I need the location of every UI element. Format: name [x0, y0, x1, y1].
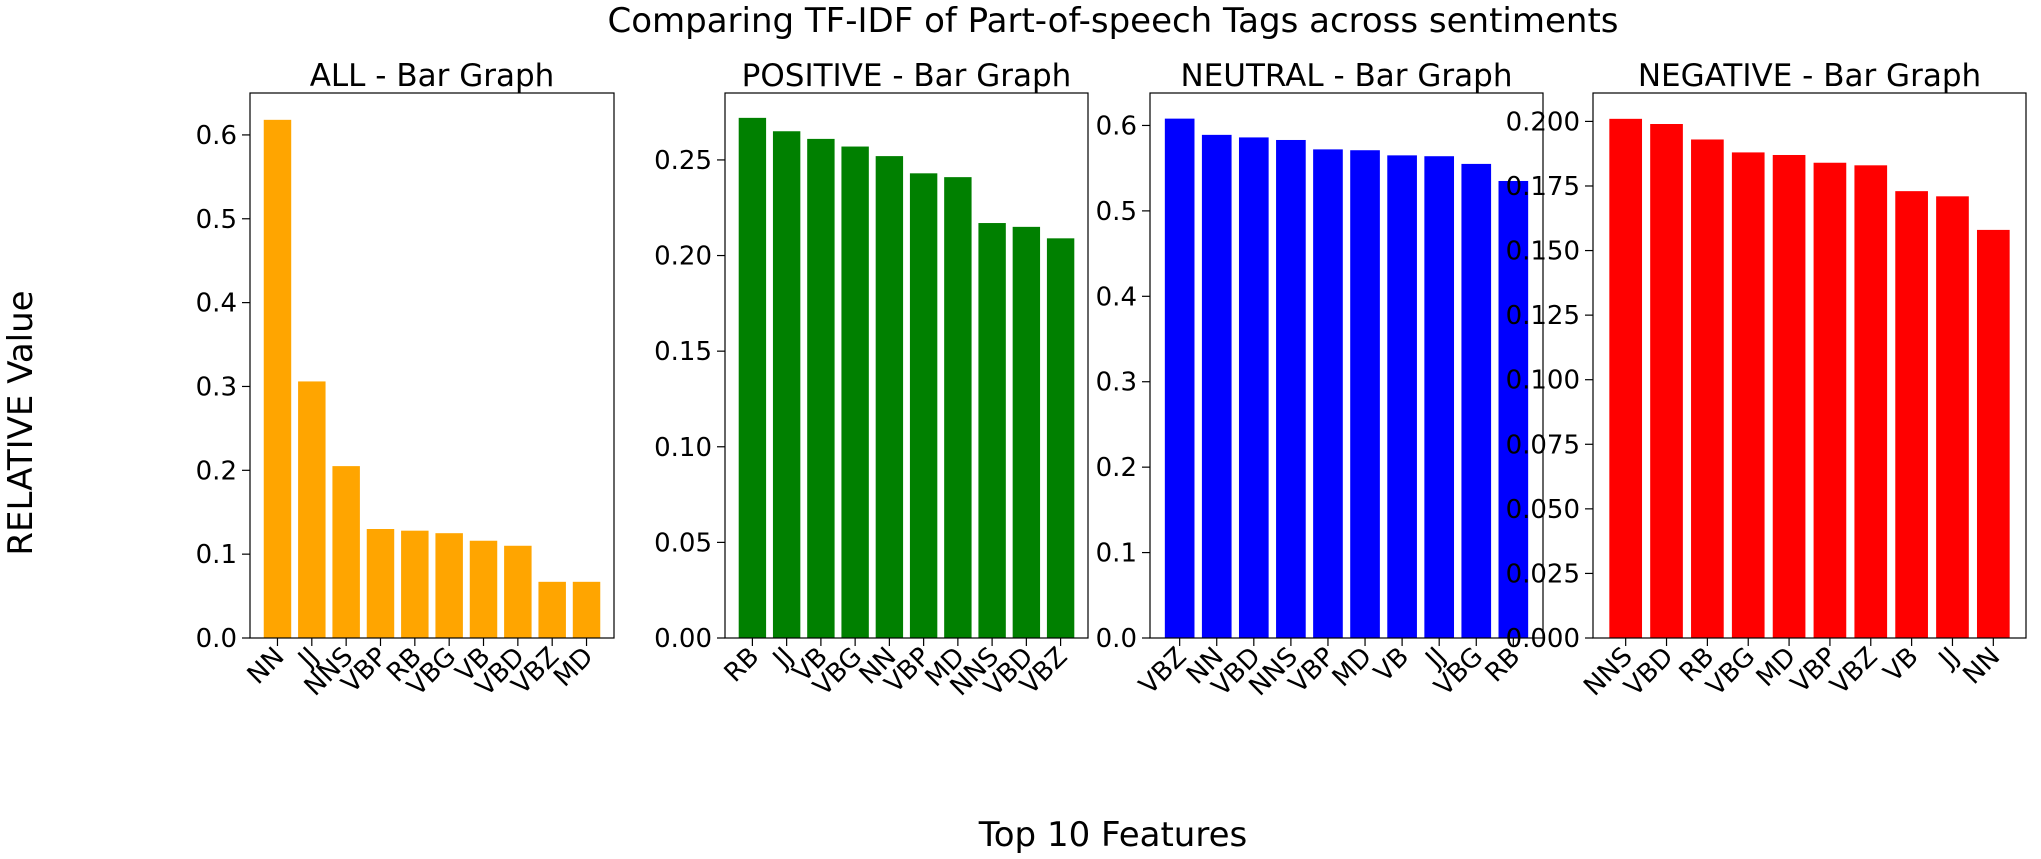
- y-tick-label: 0.00: [654, 624, 712, 654]
- bar-vb: [1895, 191, 1928, 638]
- bar-nns: [332, 466, 360, 638]
- y-tick-label: 0.3: [1096, 368, 1137, 398]
- bar-vbz: [1164, 118, 1195, 638]
- y-tick-label: 0.6: [1096, 111, 1137, 141]
- y-tick-label: 0.075: [1506, 430, 1580, 460]
- bar-jj: [772, 131, 801, 638]
- bar-nn: [263, 119, 292, 638]
- bar-rb: [1498, 180, 1529, 639]
- y-tick-label: 0.025: [1506, 559, 1580, 589]
- plot-frame: [249, 92, 615, 639]
- bar-nns: [1276, 139, 1306, 639]
- bar-jj: [1424, 156, 1455, 638]
- y-tick-label: 0.000: [1506, 624, 1580, 654]
- y-tick-label: 0.100: [1506, 366, 1580, 396]
- y-tick-label: 0.20: [654, 242, 712, 272]
- y-tick-label: 0.2: [1096, 453, 1137, 483]
- y-tick-label: 0.15: [654, 337, 712, 367]
- bar-vbp: [1313, 149, 1343, 638]
- bar-vbd: [1650, 124, 1683, 638]
- y-tick-label: 0.200: [1506, 107, 1580, 137]
- x-tick-label: RB: [719, 642, 766, 689]
- chart-panel-4: 0.000 0.025 0.050 0.075 0.100 0.125 0.150 0.175…: [1506, 58, 2027, 703]
- y-tick-label: 0.3: [196, 372, 237, 402]
- figure-suptitle: Comparing TF-IDF of Part-of-speech Tags …: [607, 1, 1618, 41]
- chart-title: NEUTRAL - Bar Graph: [1180, 58, 1512, 94]
- bar-nns: [1609, 118, 1643, 638]
- plot-frame: [1149, 92, 1544, 639]
- bar-jj: [1936, 196, 1969, 638]
- bar-vbp: [366, 529, 395, 638]
- bar-vbd: [1238, 137, 1269, 639]
- chart-title: ALL - Bar Graph: [310, 58, 555, 94]
- y-tick-label: 0.4: [196, 289, 237, 319]
- bar-md: [1772, 154, 1806, 639]
- y-tick-label: 0.10: [654, 433, 712, 463]
- bar-jj: [298, 381, 326, 638]
- bar-md: [944, 177, 972, 638]
- figure-ylabel: RELATIVE Value: [1, 290, 41, 555]
- y-tick-label: 0.25: [654, 146, 712, 176]
- bar-nns: [978, 223, 1006, 639]
- y-tick-label: 0.6: [196, 121, 237, 151]
- bar-nn: [1201, 134, 1232, 639]
- bar-md: [572, 581, 601, 638]
- bar-vbg: [1731, 152, 1765, 638]
- bar-rb: [738, 117, 767, 639]
- x-tick-label: NN: [1958, 642, 2007, 691]
- x-tick-label: VBD: [1619, 642, 1680, 703]
- figure-xlabel: Top 10 Features: [978, 815, 1247, 855]
- bar-vbp: [909, 173, 938, 638]
- y-tick-label: 0.150: [1506, 237, 1580, 267]
- y-tick-label: 0.4: [1096, 282, 1137, 312]
- bar-vbz: [1854, 165, 1888, 638]
- chart-title: POSITIVE - Bar Graph: [742, 58, 1072, 94]
- x-tick-label: VB: [1878, 642, 1924, 688]
- y-tick-label: 0.2: [196, 456, 237, 486]
- bar-nn: [875, 156, 904, 639]
- y-tick-label: 0.5: [1096, 197, 1137, 227]
- y-tick-label: 0.5: [196, 205, 237, 235]
- chart-title: NEGATIVE - Bar Graph: [1638, 58, 1981, 94]
- bar-vb: [469, 540, 498, 638]
- bar-vb: [807, 138, 835, 638]
- x-tick-label: VB: [1369, 642, 1415, 688]
- bar-vbp: [1813, 162, 1847, 639]
- x-tick-label: VBZ: [1825, 642, 1884, 701]
- y-tick-label: 0.175: [1506, 172, 1580, 202]
- bar-vbg: [841, 146, 869, 639]
- y-tick-label: 0.125: [1506, 301, 1580, 331]
- bar-rb: [1691, 139, 1724, 639]
- bar-vb: [1387, 155, 1417, 639]
- plot-frame: [724, 92, 1089, 639]
- y-tick-label: 0.1: [196, 540, 237, 570]
- bar-vbg: [1461, 163, 1492, 638]
- bar-rb: [401, 530, 429, 638]
- x-tick-label: MD: [548, 642, 599, 693]
- y-tick-label: 0.050: [1506, 495, 1580, 525]
- bar-vbd: [504, 545, 532, 638]
- bar-vbg: [435, 533, 463, 638]
- bar-vbz: [1046, 238, 1075, 638]
- bar-vbd: [1012, 226, 1041, 639]
- x-tick-label: NN: [242, 642, 291, 691]
- y-tick-label: 0.0: [1096, 624, 1137, 654]
- y-tick-label: 0.0: [196, 624, 237, 654]
- y-tick-label: 0.05: [654, 528, 712, 558]
- bar-md: [1350, 150, 1380, 639]
- y-tick-label: 0.1: [1096, 539, 1137, 569]
- chart-panels: 0.00.10.20.30.40.50.6NN JJNNSVBPRBVBGVBVB…: [196, 58, 2027, 703]
- plot-frame: [1592, 92, 2027, 639]
- bar-nn: [1976, 229, 2010, 638]
- chart-panel-1: 0.00.10.20.30.40.50.6NN JJNNSVBPRBVBGVBVB…: [196, 58, 615, 702]
- bar-vbz: [538, 581, 566, 638]
